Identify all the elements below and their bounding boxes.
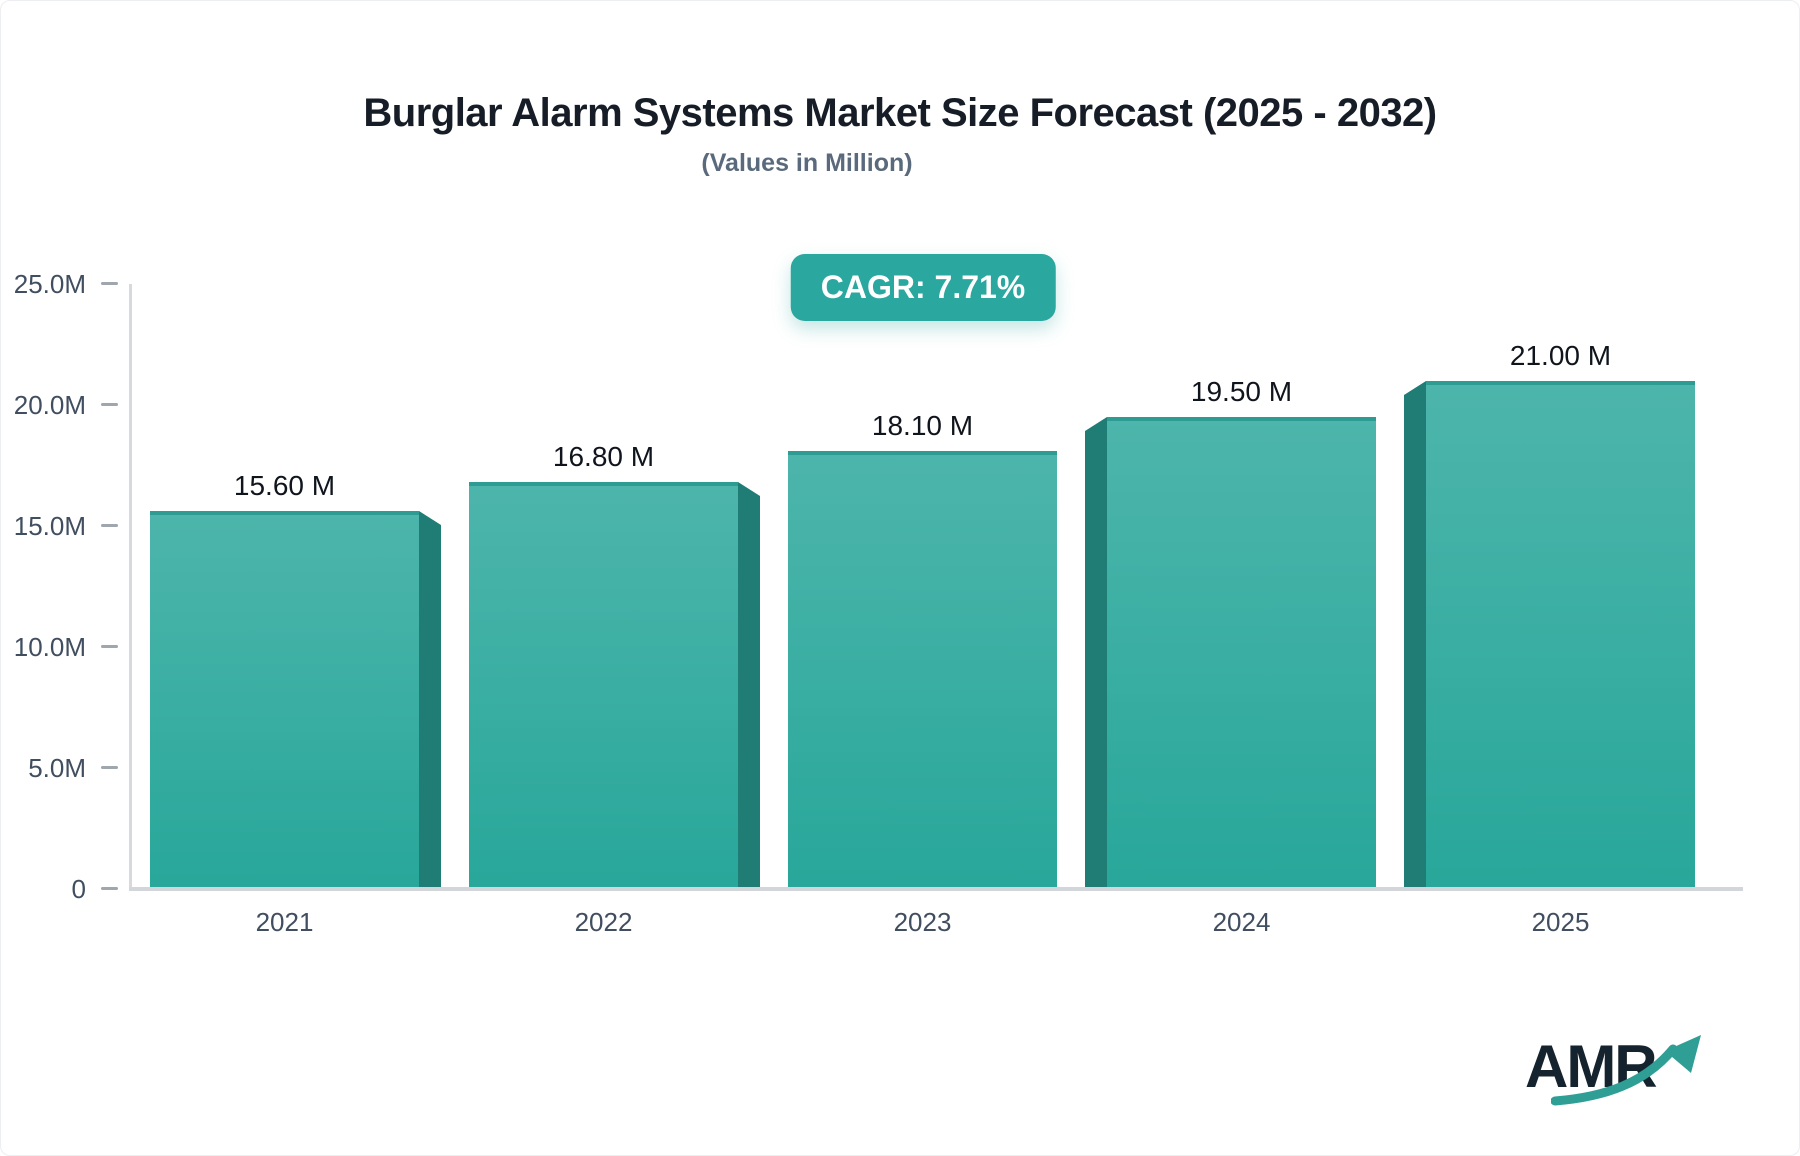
x-axis-label: 2024 — [1212, 907, 1271, 937]
x-axis-label: 2022 — [574, 907, 633, 937]
y-axis-tick — [101, 403, 118, 406]
amr-logo: AMR — [1525, 1031, 1725, 1117]
y-axis-label: 10.0M — [13, 632, 86, 662]
growth-arrow-icon — [1551, 1035, 1701, 1106]
x-axis-label: 2023 — [893, 907, 952, 937]
bar-column-2024[interactable] — [1107, 417, 1376, 887]
bar-column-2022[interactable] — [469, 482, 738, 887]
y-axis-label: 0 — [71, 874, 86, 904]
bar-value-label: 19.50 M — [1190, 376, 1293, 407]
bar-column-2025[interactable] — [1426, 381, 1695, 887]
y-axis-tick — [101, 887, 118, 890]
bar-side-face — [1404, 381, 1426, 887]
y-axis-label: 15.0M — [13, 511, 86, 541]
chart-subtitle: (Values in Million) — [701, 149, 913, 177]
bar-side-face — [1085, 417, 1107, 887]
y-axis-tick — [101, 524, 118, 527]
y-axis-line — [129, 284, 132, 887]
y-axis-label: 5.0M — [28, 753, 86, 783]
bar-value-label: 18.10 M — [871, 410, 974, 441]
bar-value-label: 21.00 M — [1509, 340, 1612, 371]
x-axis-label: 2021 — [255, 907, 314, 937]
bar-column-2023[interactable] — [788, 451, 1057, 887]
amr-logo-text: AMR — [1525, 1033, 1658, 1100]
bar-side-face — [738, 482, 760, 887]
cagr-badge: CAGR: 7.71% — [790, 254, 1056, 321]
bar-side-face — [419, 511, 441, 887]
chart-title: Burglar Alarm Systems Market Size Foreca… — [363, 91, 1437, 135]
y-axis-tick — [101, 766, 118, 769]
y-axis-label: 25.0M — [13, 269, 86, 299]
y-axis-tick — [101, 282, 118, 285]
bar-value-label: 16.80 M — [552, 441, 655, 472]
y-axis-label: 20.0M — [13, 390, 86, 420]
y-axis-tick — [101, 645, 118, 648]
bar-value-label: 15.60 M — [233, 470, 336, 501]
x-axis-label: 2025 — [1531, 907, 1590, 937]
bar-column-2021[interactable] — [150, 511, 419, 887]
x-axis-line — [129, 887, 1743, 891]
